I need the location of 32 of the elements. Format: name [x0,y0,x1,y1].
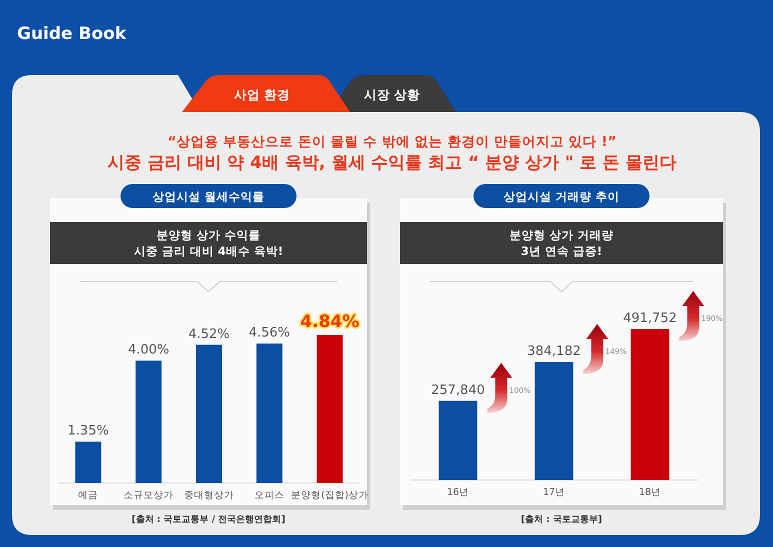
x-tick-label: 오피스 [254,490,284,501]
chart-subtitle: 분양형 상가 거래량 3년 연속 급증! [509,228,614,258]
data-label: 1.35% [68,424,109,439]
data-label: 4.00% [128,342,170,358]
x-tick-label: 소규모상가 [124,490,174,501]
bar [256,344,282,483]
data-label: 4.84% [300,312,360,332]
text: [출처 : 국토교통부 / 전국은행연합회] [132,514,286,525]
bar [196,344,222,483]
data-label: 384,182 [527,344,581,360]
data-label: 4.56% [248,326,290,341]
data-label: 491,752 [623,311,677,326]
x-tick-label: 18년 [638,487,662,498]
x-tick-label: 17년 [542,487,566,498]
text: [출처 : 국토교통부] [520,514,602,525]
x-tick-label: 중대형상가 [184,490,234,501]
data-label: 4.52% [188,326,230,342]
text: “상업용 부동산으로 돈이 몰릴 수 밖에 없는 환경이 만들어지고 있다 !” [168,134,616,150]
data-label: 257,840 [431,382,485,398]
text: 시중 금리 대비 약 4배 육박, 월세 수익률 최고 “ 분양 상가 " 로 돈 몰린다 [107,153,677,173]
x-tick-label: 16년 [446,487,470,498]
chart-title: 상업시설 월세수익률 [151,190,265,204]
text: 사업 환경 [234,87,290,102]
x-tick-label: 분양형(집합)상가 [291,490,369,501]
text: 시장 상황 [364,87,420,102]
chart-title: 상업시설 거래량 추이 [502,190,620,204]
bar [136,360,162,483]
bar [75,442,102,483]
chart-subtitle: 분양형 상가 수익률 시중 금리 대비 4배수 육박! [134,228,284,258]
x-tick-label: 예금 [78,490,98,501]
text: Guide Book [17,24,127,44]
bar [316,335,343,483]
